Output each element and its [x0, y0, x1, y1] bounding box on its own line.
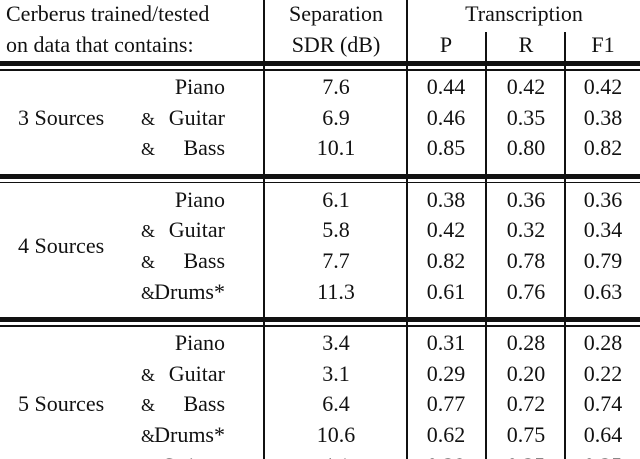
- precision-value: 0.82: [426, 248, 466, 273]
- recall-value: 0.80: [506, 135, 546, 161]
- f1-value: 0.35: [584, 453, 623, 459]
- precision-value: 0.38: [426, 186, 466, 212]
- precision-value: 0.39: [427, 453, 466, 459]
- recall-value: 0.75: [506, 422, 546, 447]
- f1-value: 0.79: [583, 248, 623, 273]
- precision-value: 0.61: [426, 278, 466, 304]
- f1-value: 0.36: [583, 186, 623, 212]
- section-rule-thick: [0, 317, 640, 323]
- recall-value: 0.35: [507, 453, 546, 459]
- recall-value: 0.76: [506, 278, 546, 304]
- sdr-value: 4.1: [322, 453, 350, 459]
- f1-value: 0.64: [583, 422, 623, 447]
- instrument-name: Piano: [174, 74, 225, 99]
- f1-value: 0.63: [583, 278, 623, 304]
- instrument-name: Guitar: [168, 217, 225, 243]
- instrument-name: Piano: [174, 330, 225, 356]
- group-label: 3 Sources: [18, 104, 105, 130]
- sdr-value: 6.9: [322, 104, 350, 130]
- sdr-value: 5.8: [322, 217, 350, 243]
- header-p: P: [439, 32, 453, 57]
- header-r: R: [518, 32, 534, 57]
- section-rule-thick: [0, 173, 640, 179]
- header-transcription: Transcription: [465, 1, 583, 26]
- sdr-value: 7.6: [322, 74, 350, 99]
- ampersand: &: [141, 108, 156, 129]
- precision-value: 0.44: [426, 74, 466, 99]
- ampersand: &: [141, 282, 156, 303]
- precision-value: 0.31: [426, 330, 466, 356]
- f1-value: 0.22: [583, 360, 623, 386]
- recall-value: 0.78: [506, 248, 546, 273]
- instrument-name: Strings: [163, 453, 225, 459]
- column-divider: [485, 32, 487, 459]
- instrument-name: Drums*: [154, 422, 225, 447]
- sdr-value: 11.3: [317, 278, 355, 304]
- instrument-name: Piano: [174, 186, 225, 212]
- sdr-value: 6.1: [322, 186, 350, 212]
- instrument-name: Guitar: [168, 104, 225, 130]
- header-separation: Separation: [288, 1, 384, 26]
- header-sdr: SDR (dB): [291, 32, 381, 57]
- sdr-value: 7.7: [322, 248, 350, 273]
- recall-value: 0.42: [506, 74, 546, 99]
- ampersand: &: [141, 395, 156, 416]
- f1-value: 0.34: [583, 217, 623, 243]
- section-rule-thin: [0, 181, 640, 184]
- f1-value: 0.82: [583, 135, 623, 161]
- precision-value: 0.77: [426, 391, 466, 417]
- f1-value: 0.74: [583, 391, 623, 417]
- sdr-value: 6.4: [322, 391, 350, 417]
- section-rule-thin: [0, 69, 640, 71]
- precision-value: 0.85: [426, 135, 466, 161]
- column-divider: [406, 0, 408, 459]
- sdr-value: 3.4: [322, 330, 350, 356]
- instrument-name: Drums*: [154, 278, 225, 304]
- column-divider: [263, 0, 265, 459]
- header-f1: F1: [591, 32, 615, 57]
- precision-value: 0.29: [426, 360, 466, 386]
- precision-value: 0.62: [426, 422, 466, 447]
- sdr-value: 3.1: [322, 360, 350, 386]
- recall-value: 0.28: [506, 330, 546, 356]
- precision-value: 0.46: [426, 104, 466, 130]
- recall-value: 0.32: [506, 217, 546, 243]
- recall-value: 0.20: [506, 360, 546, 386]
- instrument-name: Bass: [183, 135, 225, 161]
- instrument-name: Bass: [183, 248, 225, 273]
- recall-value: 0.36: [506, 186, 546, 212]
- group-label: 5 Sources: [18, 391, 105, 417]
- recall-value: 0.35: [506, 104, 546, 130]
- column-divider: [564, 32, 566, 459]
- f1-value: 0.38: [583, 104, 623, 130]
- f1-value: 0.28: [583, 330, 623, 356]
- ampersand: &: [141, 221, 156, 242]
- section-rule-thick: [0, 61, 640, 66]
- sdr-value: 10.6: [316, 422, 356, 447]
- ampersand: &: [141, 364, 156, 385]
- instrument-name: Guitar: [168, 360, 225, 386]
- f1-value: 0.42: [583, 74, 623, 99]
- ampersand: &: [141, 139, 156, 160]
- instrument-name: Bass: [183, 391, 225, 417]
- header-condition-line2: on data that contains:: [6, 32, 194, 57]
- sdr-value: 10.1: [316, 135, 356, 161]
- group-label: 4 Sources: [18, 232, 105, 258]
- header-condition-line1: Cerberus trained/tested: [6, 1, 210, 26]
- ampersand: &: [141, 426, 156, 446]
- precision-value: 0.42: [426, 217, 466, 243]
- section-rule-thin: [0, 325, 640, 327]
- recall-value: 0.72: [506, 391, 546, 417]
- ampersand: &: [141, 252, 156, 272]
- ampersand: &: [141, 454, 155, 459]
